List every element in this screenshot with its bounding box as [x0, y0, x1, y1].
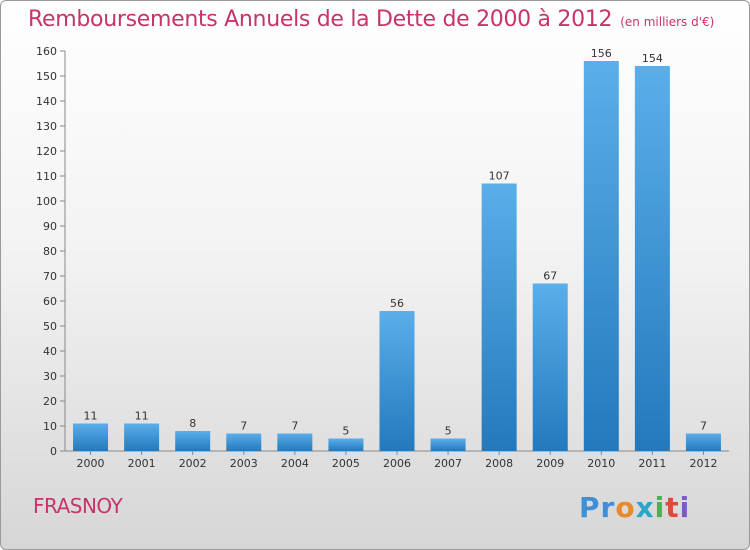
logo-part-3: x: [635, 491, 655, 524]
chart-title: Remboursements Annuels de la Dette de 20…: [28, 7, 714, 32]
commune-name: FRASNOY: [33, 494, 123, 518]
y-tick-label: 70: [43, 270, 57, 283]
bar: [379, 311, 415, 451]
bar-value-label: 5: [445, 425, 452, 438]
y-tick-label: 30: [43, 370, 57, 383]
y-tick-label: 20: [43, 395, 57, 408]
bar: [175, 431, 211, 451]
y-tick-label: 140: [36, 95, 57, 108]
axes: 0 10 20 30 40 50 60 70 80 90 100 110 120 130 140 150 160…: [36, 45, 729, 470]
bar-value-label: 5: [342, 425, 349, 438]
bar-value-label: 11: [84, 410, 98, 423]
x-tick-label: 2002: [179, 457, 207, 470]
x-tick-label: 2008: [485, 457, 513, 470]
logo-part-6: i: [679, 491, 691, 524]
proxiti-logo: Proxiti: [579, 491, 690, 524]
chart-subtitle: (en milliers d'€): [620, 15, 715, 29]
y-tick-label: 80: [43, 245, 57, 258]
logo-part-1: Pr: [579, 491, 616, 524]
logo-part-2: o: [615, 491, 636, 524]
y-tick-label: 100: [36, 195, 57, 208]
bar: [634, 66, 670, 451]
y-tick-label: 40: [43, 345, 57, 358]
y-tick-label: 130: [36, 120, 57, 133]
x-tick-label: 2001: [128, 457, 156, 470]
bar: [583, 61, 619, 451]
y-tick-label: 110: [36, 170, 57, 183]
x-tick-label: 2009: [536, 457, 564, 470]
x-tick-label: 2007: [434, 457, 462, 470]
bar-value-label: 7: [291, 420, 298, 433]
bar-value-label: 7: [240, 420, 247, 433]
bar-value-label: 56: [390, 297, 404, 310]
y-tick-label: 0: [50, 445, 57, 458]
logo-part-4: i: [654, 491, 666, 524]
bar-value-label: 107: [489, 170, 510, 183]
bar: [328, 438, 364, 451]
y-tick-label: 120: [36, 145, 57, 158]
bar: [481, 183, 517, 451]
bar: [226, 433, 262, 451]
x-tick-label: 2010: [587, 457, 615, 470]
x-tick-label: 2012: [689, 457, 717, 470]
y-tick-label: 10: [43, 420, 57, 433]
bar-value-label: 154: [642, 52, 663, 65]
bar: [430, 438, 466, 451]
y-tick-label: 60: [43, 295, 57, 308]
bar-value-label: 67: [543, 270, 557, 283]
x-tick-label: 2004: [281, 457, 309, 470]
bar: [277, 433, 313, 451]
x-tick-label: 2000: [77, 457, 105, 470]
logo-part-5: t: [665, 491, 680, 524]
y-tick-label: 160: [36, 45, 57, 58]
bar: [685, 433, 721, 451]
bars: 11 11 8 7 7 5 56 5 107 67 156 154 7: [73, 47, 721, 451]
bar-value-label: 156: [591, 47, 612, 60]
bar-value-label: 8: [189, 417, 196, 430]
bar-chart: 0 10 20 30 40 50 60 70 80 90 100 110 120 130 140 150 160…: [36, 45, 729, 470]
x-tick-label: 2006: [383, 457, 411, 470]
bar: [124, 423, 160, 451]
chart-title-text: Remboursements Annuels de la Dette de 20…: [28, 7, 613, 32]
x-tick-label: 2011: [638, 457, 666, 470]
y-tick-label: 150: [36, 70, 57, 83]
bar: [73, 423, 109, 451]
x-tick-label: 2005: [332, 457, 360, 470]
bar-value-label: 7: [700, 420, 707, 433]
y-tick-label: 50: [43, 320, 57, 333]
bar: [532, 283, 568, 451]
bar-value-label: 11: [135, 410, 149, 423]
x-tick-label: 2003: [230, 457, 258, 470]
y-tick-label: 90: [43, 220, 57, 233]
